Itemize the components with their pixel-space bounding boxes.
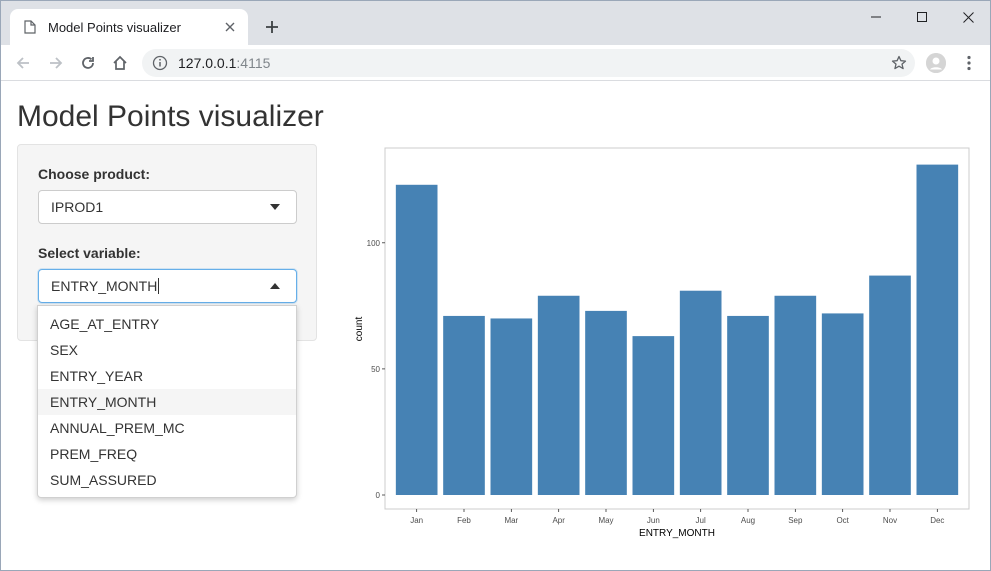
tab-strip: Model Points visualizer — [1, 1, 990, 45]
dropdown-option[interactable]: SUM_ASSURED — [50, 472, 157, 488]
x-tick-label: Jan — [410, 516, 423, 525]
product-select[interactable]: IPROD1 — [38, 190, 297, 224]
bar-apr — [537, 295, 580, 495]
x-tick-label: Dec — [930, 516, 944, 525]
bar-jan — [395, 184, 438, 495]
back-button[interactable] — [10, 50, 36, 76]
profile-avatar-icon[interactable] — [926, 53, 946, 73]
x-tick-label: Apr — [552, 516, 565, 525]
x-tick-label: Sep — [788, 516, 803, 525]
variable-select[interactable]: ENTRY_MONTH — [38, 269, 297, 303]
product-select-value: IPROD1 — [51, 199, 104, 215]
bar-mar — [490, 318, 533, 495]
variable-dropdown-menu: AGE_AT_ENTRY SEX ENTRY_YEAR ENTRY_MONTH … — [37, 305, 297, 498]
bar-jun — [632, 336, 675, 495]
tab-title: Model Points visualizer — [48, 19, 181, 35]
minimize-button[interactable] — [853, 1, 899, 33]
document-icon — [22, 19, 38, 35]
x-tick-label: May — [598, 516, 613, 525]
reload-button[interactable] — [75, 50, 101, 76]
home-button[interactable] — [107, 50, 133, 76]
text-cursor — [158, 278, 160, 294]
y-axis-label: count — [354, 317, 365, 342]
y-tick-label: 100 — [367, 239, 381, 248]
chart-svg: 0 50 100 Jan Feb Mar Apr May Jun Jul Aug Sep Oct Nov… — [354, 147, 970, 539]
dropdown-option[interactable]: PREM_FREQ — [50, 446, 138, 462]
bar-may — [585, 310, 627, 495]
x-tick-label: Jul — [696, 516, 706, 525]
x-tick-label: Aug — [741, 516, 755, 525]
variable-label: Select variable: — [38, 245, 141, 261]
variable-select-value[interactable]: ENTRY_MONTH — [51, 278, 158, 294]
close-tab-icon[interactable] — [222, 19, 238, 35]
x-axis-label: ENTRY_MONTH — [639, 528, 715, 539]
page-title: Model Points visualizer — [17, 100, 324, 133]
browser-tab[interactable]: Model Points visualizer — [10, 9, 248, 45]
bar-sep — [774, 295, 817, 495]
dropdown-option-highlighted[interactable]: ENTRY_MONTH — [38, 389, 296, 415]
url-port: :4115 — [236, 55, 271, 71]
bookmark-star-icon[interactable] — [891, 55, 907, 71]
bar-oct — [821, 313, 864, 495]
x-tick-label: Nov — [883, 516, 897, 525]
x-tick-label: Oct — [836, 516, 849, 525]
x-tick-label: Feb — [457, 516, 471, 525]
product-label: Choose product: — [38, 166, 150, 182]
info-icon[interactable] — [152, 55, 168, 71]
close-window-button[interactable] — [945, 1, 990, 33]
bar-jul — [679, 290, 722, 495]
forward-button[interactable] — [43, 50, 69, 76]
bar-nov — [869, 275, 911, 495]
url-host: 127.0.0.1 — [178, 55, 237, 71]
browser-toolbar: 127.0.0.1:4115 — [1, 45, 990, 81]
y-tick-label: 0 — [376, 491, 381, 500]
new-tab-button[interactable] — [260, 15, 284, 39]
bar-feb — [443, 315, 485, 495]
sidebar-panel: Choose product: IPROD1 Select variable: … — [17, 144, 317, 341]
chevron-up-icon — [270, 283, 280, 289]
x-tick-label: Jun — [647, 516, 660, 525]
dropdown-option[interactable]: AGE_AT_ENTRY — [50, 316, 160, 332]
dropdown-option[interactable]: SEX — [50, 342, 79, 358]
bar-chart: 0 50 100 Jan Feb Mar Apr May Jun Jul Aug Sep Oct Nov… — [341, 144, 981, 549]
address-bar[interactable]: 127.0.0.1:4115 — [142, 49, 915, 77]
x-tick-label: Mar — [504, 516, 518, 525]
bar-aug — [727, 315, 769, 495]
bar-dec — [916, 164, 959, 495]
y-tick-label: 50 — [371, 365, 380, 374]
page-content: Model Points visualizer Choose product: … — [1, 82, 990, 570]
maximize-button[interactable] — [899, 1, 945, 33]
dropdown-option[interactable]: ENTRY_YEAR — [50, 368, 144, 384]
dropdown-option[interactable]: ANNUAL_PREM_MC — [50, 420, 185, 436]
more-menu-icon[interactable] — [959, 53, 979, 73]
chevron-down-icon — [270, 204, 280, 210]
